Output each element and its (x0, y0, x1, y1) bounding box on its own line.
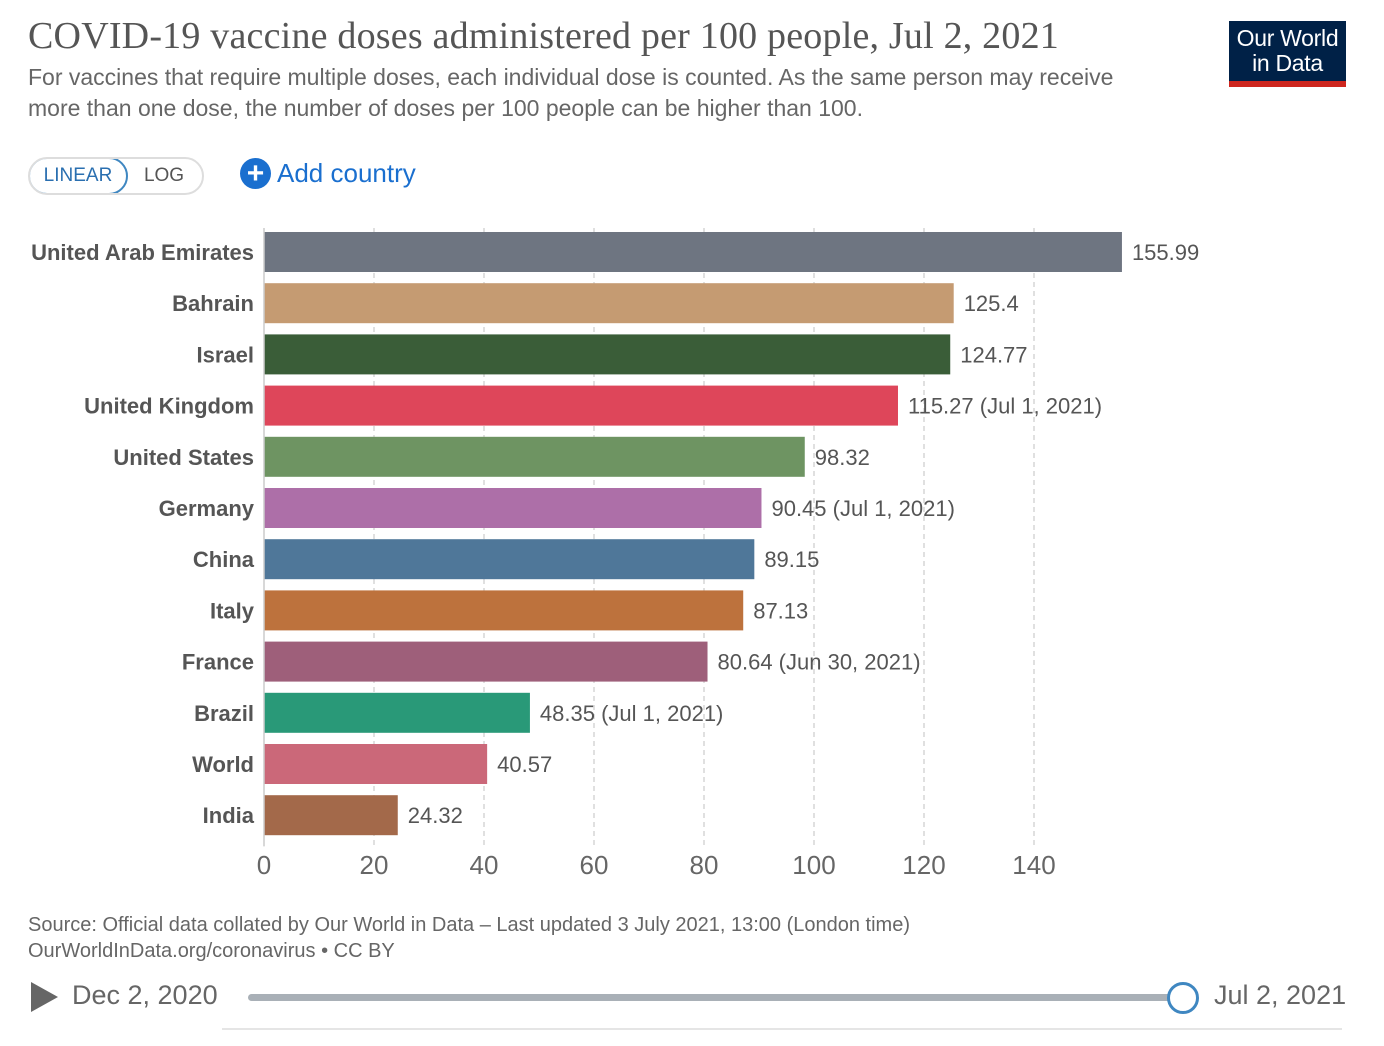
timeline: Dec 2, 2020 Jul 2, 2021 (0, 970, 1384, 1040)
source-note: Source: Official data collated by Our Wo… (28, 912, 910, 964)
x-tick-label: 60 (580, 850, 609, 880)
category-label[interactable]: Israel (197, 342, 255, 367)
bar-france[interactable] (264, 641, 708, 682)
data-label: 155.99 (1132, 240, 1199, 265)
linear-scale-button[interactable]: LINEAR (30, 159, 128, 193)
chart-subtitle: For vaccines that require multiple doses… (28, 64, 1114, 121)
bar-brazil[interactable] (264, 692, 530, 733)
data-label: 87.13 (753, 598, 808, 623)
bar-israel[interactable] (264, 334, 951, 375)
data-label: 80.64 (Jun 30, 2021) (718, 650, 921, 675)
category-label[interactable]: India (203, 803, 255, 828)
bar-chart: 0 20 40 60 80 100 120 140 United Arab Emirates 15… (31, 228, 1199, 880)
data-label: 48.35 (Jul 1, 2021) (540, 701, 723, 726)
data-label: 125.4 (964, 291, 1019, 316)
divider (222, 1028, 1342, 1030)
category-label[interactable]: United States (113, 445, 254, 470)
plus-circle-icon: + (240, 158, 271, 189)
x-tick-label: 0 (257, 850, 271, 880)
category-label[interactable]: Italy (210, 598, 255, 623)
source-line: Source: Official data collated by Our Wo… (28, 914, 911, 936)
logo-line-1: Our World (1236, 25, 1339, 51)
add-country-label: Add country (277, 158, 416, 188)
chart-title: COVID-19 vaccine doses administered per … (28, 15, 1059, 57)
log-scale-button[interactable]: LOG (143, 165, 185, 186)
category-label[interactable]: World (192, 752, 254, 777)
data-label: 24.32 (408, 803, 463, 828)
data-label: 115.27 (Jul 1, 2021) (908, 394, 1102, 419)
bar-united-kingdom[interactable] (264, 385, 898, 426)
x-tick-label: 40 (470, 850, 499, 880)
logo-line-2: in Data (1252, 50, 1323, 76)
category-label[interactable]: Bahrain (172, 291, 254, 316)
bar-united-arab-emirates[interactable] (264, 232, 1122, 272)
data-label: 124.77 (960, 342, 1027, 367)
timeline-track[interactable] (248, 994, 1184, 1001)
bar-italy[interactable] (264, 590, 744, 631)
owid-logo[interactable]: Our World in Data (1229, 21, 1346, 87)
play-icon[interactable] (31, 982, 58, 1012)
license-line[interactable]: OurWorldInData.org/coronavirus • CC BY (28, 940, 395, 962)
data-label: 89.15 (764, 547, 819, 572)
bar-united-states[interactable] (264, 436, 805, 477)
bar-india[interactable] (264, 795, 398, 836)
scale-toggle: LINEAR LOG (28, 157, 204, 195)
x-tick-label: 120 (902, 850, 945, 880)
category-label[interactable]: United Arab Emirates (31, 240, 254, 265)
category-label[interactable]: United Kingdom (84, 394, 254, 419)
category-label[interactable]: France (182, 650, 254, 675)
bar-china[interactable] (264, 539, 755, 580)
category-label[interactable]: Germany (159, 496, 255, 521)
data-label: 40.57 (497, 752, 552, 777)
x-tick-label: 140 (1012, 850, 1055, 880)
data-label: 90.45 (Jul 1, 2021) (771, 496, 954, 521)
add-country-button[interactable]: + Add country (240, 158, 416, 189)
x-tick-label: 80 (690, 850, 719, 880)
timeline-handle[interactable] (1167, 982, 1199, 1014)
bar-bahrain[interactable] (264, 283, 954, 324)
category-label[interactable]: China (193, 547, 255, 572)
bar-germany[interactable] (264, 488, 762, 528)
bar-world[interactable] (264, 744, 488, 784)
x-tick-label: 100 (792, 850, 835, 880)
category-label[interactable]: Brazil (194, 701, 254, 726)
timeline-end-label: Jul 2, 2021 (1214, 980, 1347, 1010)
x-tick-label: 20 (360, 850, 389, 880)
data-label: 98.32 (815, 445, 870, 470)
timeline-start-label: Dec 2, 2020 (72, 980, 218, 1010)
